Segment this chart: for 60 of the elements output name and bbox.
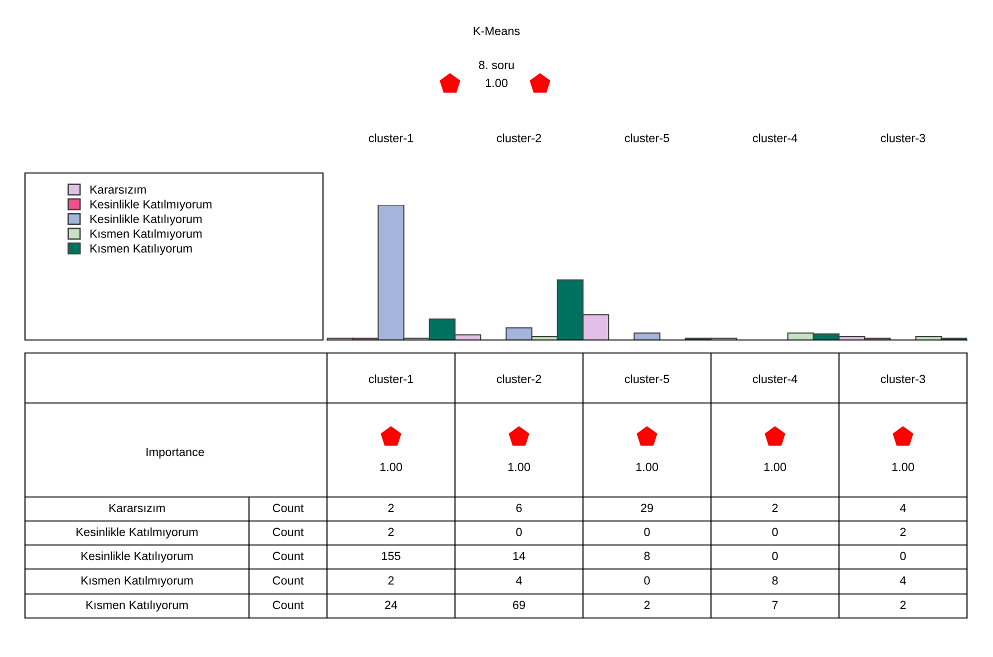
data-label: 14 (513, 552, 526, 560)
text: Count (272, 576, 304, 585)
text: Kararsızım (109, 504, 165, 512)
data-label: 29 (641, 504, 654, 512)
data-label: 24 (385, 600, 398, 610)
data-label: 2 (388, 576, 394, 585)
text: 1.00 (764, 462, 786, 472)
category-label: cluster-2 (496, 134, 542, 142)
text: Kesinlikle Katılmıyorum (76, 527, 198, 539)
data-label: 4 (516, 576, 522, 585)
data-label: 2 (900, 528, 906, 536)
text: 1.00 (636, 462, 658, 472)
text: Count (272, 528, 304, 536)
data-label: 2 (772, 504, 778, 512)
data-label: 4 (900, 504, 906, 512)
legend-label: Kısmen Katılmıyorum (90, 229, 202, 240)
category-label: cluster-3 (880, 134, 926, 142)
text: 1.00 (486, 78, 508, 88)
data-label: 0 (644, 576, 650, 585)
text: Count (272, 504, 304, 512)
data-label: 69 (513, 600, 526, 610)
data-label: 0 (772, 528, 778, 536)
legend-label: Kesinlikle Katılıyorum (90, 214, 202, 226)
data-label: 7 (772, 600, 778, 610)
text: Kısmen Katılmıyorum (82, 576, 193, 588)
legend-label: Kesinlikle Katılmıyorum (90, 200, 212, 211)
text: Count (272, 552, 304, 560)
data-label: 8 (644, 552, 650, 560)
chart-title: K-Means (474, 26, 520, 36)
data-label: 2 (388, 504, 394, 512)
data-label: 0 (644, 528, 650, 536)
category-label: cluster-5 (624, 134, 670, 142)
text: Count (272, 600, 304, 610)
text: 1.00 (892, 462, 914, 472)
data-label: 0 (772, 552, 778, 560)
x-tick-label: cluster-4 (752, 374, 798, 384)
bar (634, 332, 660, 340)
x-tick-label: cluster-2 (496, 374, 542, 384)
text: Importance (146, 448, 204, 458)
text: 1.00 (508, 462, 530, 472)
chart-subtitle: 8. soru (478, 60, 514, 70)
data-label: 2 (900, 600, 906, 610)
legend-label: Kısmen Katılıyorum (90, 244, 192, 255)
data-label: 8 (772, 576, 778, 585)
text: Kısmen Katılıyorum (86, 600, 188, 612)
data-label: 0 (516, 528, 522, 536)
data-label: 4 (900, 576, 906, 585)
legend-label: Kararsızım (90, 185, 146, 194)
text: Kesinlikle Katılıyorum (82, 551, 193, 563)
x-tick-label: cluster-3 (880, 374, 926, 384)
data-label: 155 (382, 552, 400, 560)
x-tick-label: cluster-1 (368, 374, 414, 384)
data-label: 6 (516, 504, 522, 512)
category-label: cluster-4 (752, 134, 798, 142)
text: 1.00 (380, 462, 402, 472)
category-label: cluster-1 (368, 134, 414, 142)
data-label: 2 (644, 600, 650, 610)
data-label: 0 (900, 552, 906, 560)
x-tick-label: cluster-5 (624, 374, 670, 384)
data-label: 2 (388, 528, 394, 536)
